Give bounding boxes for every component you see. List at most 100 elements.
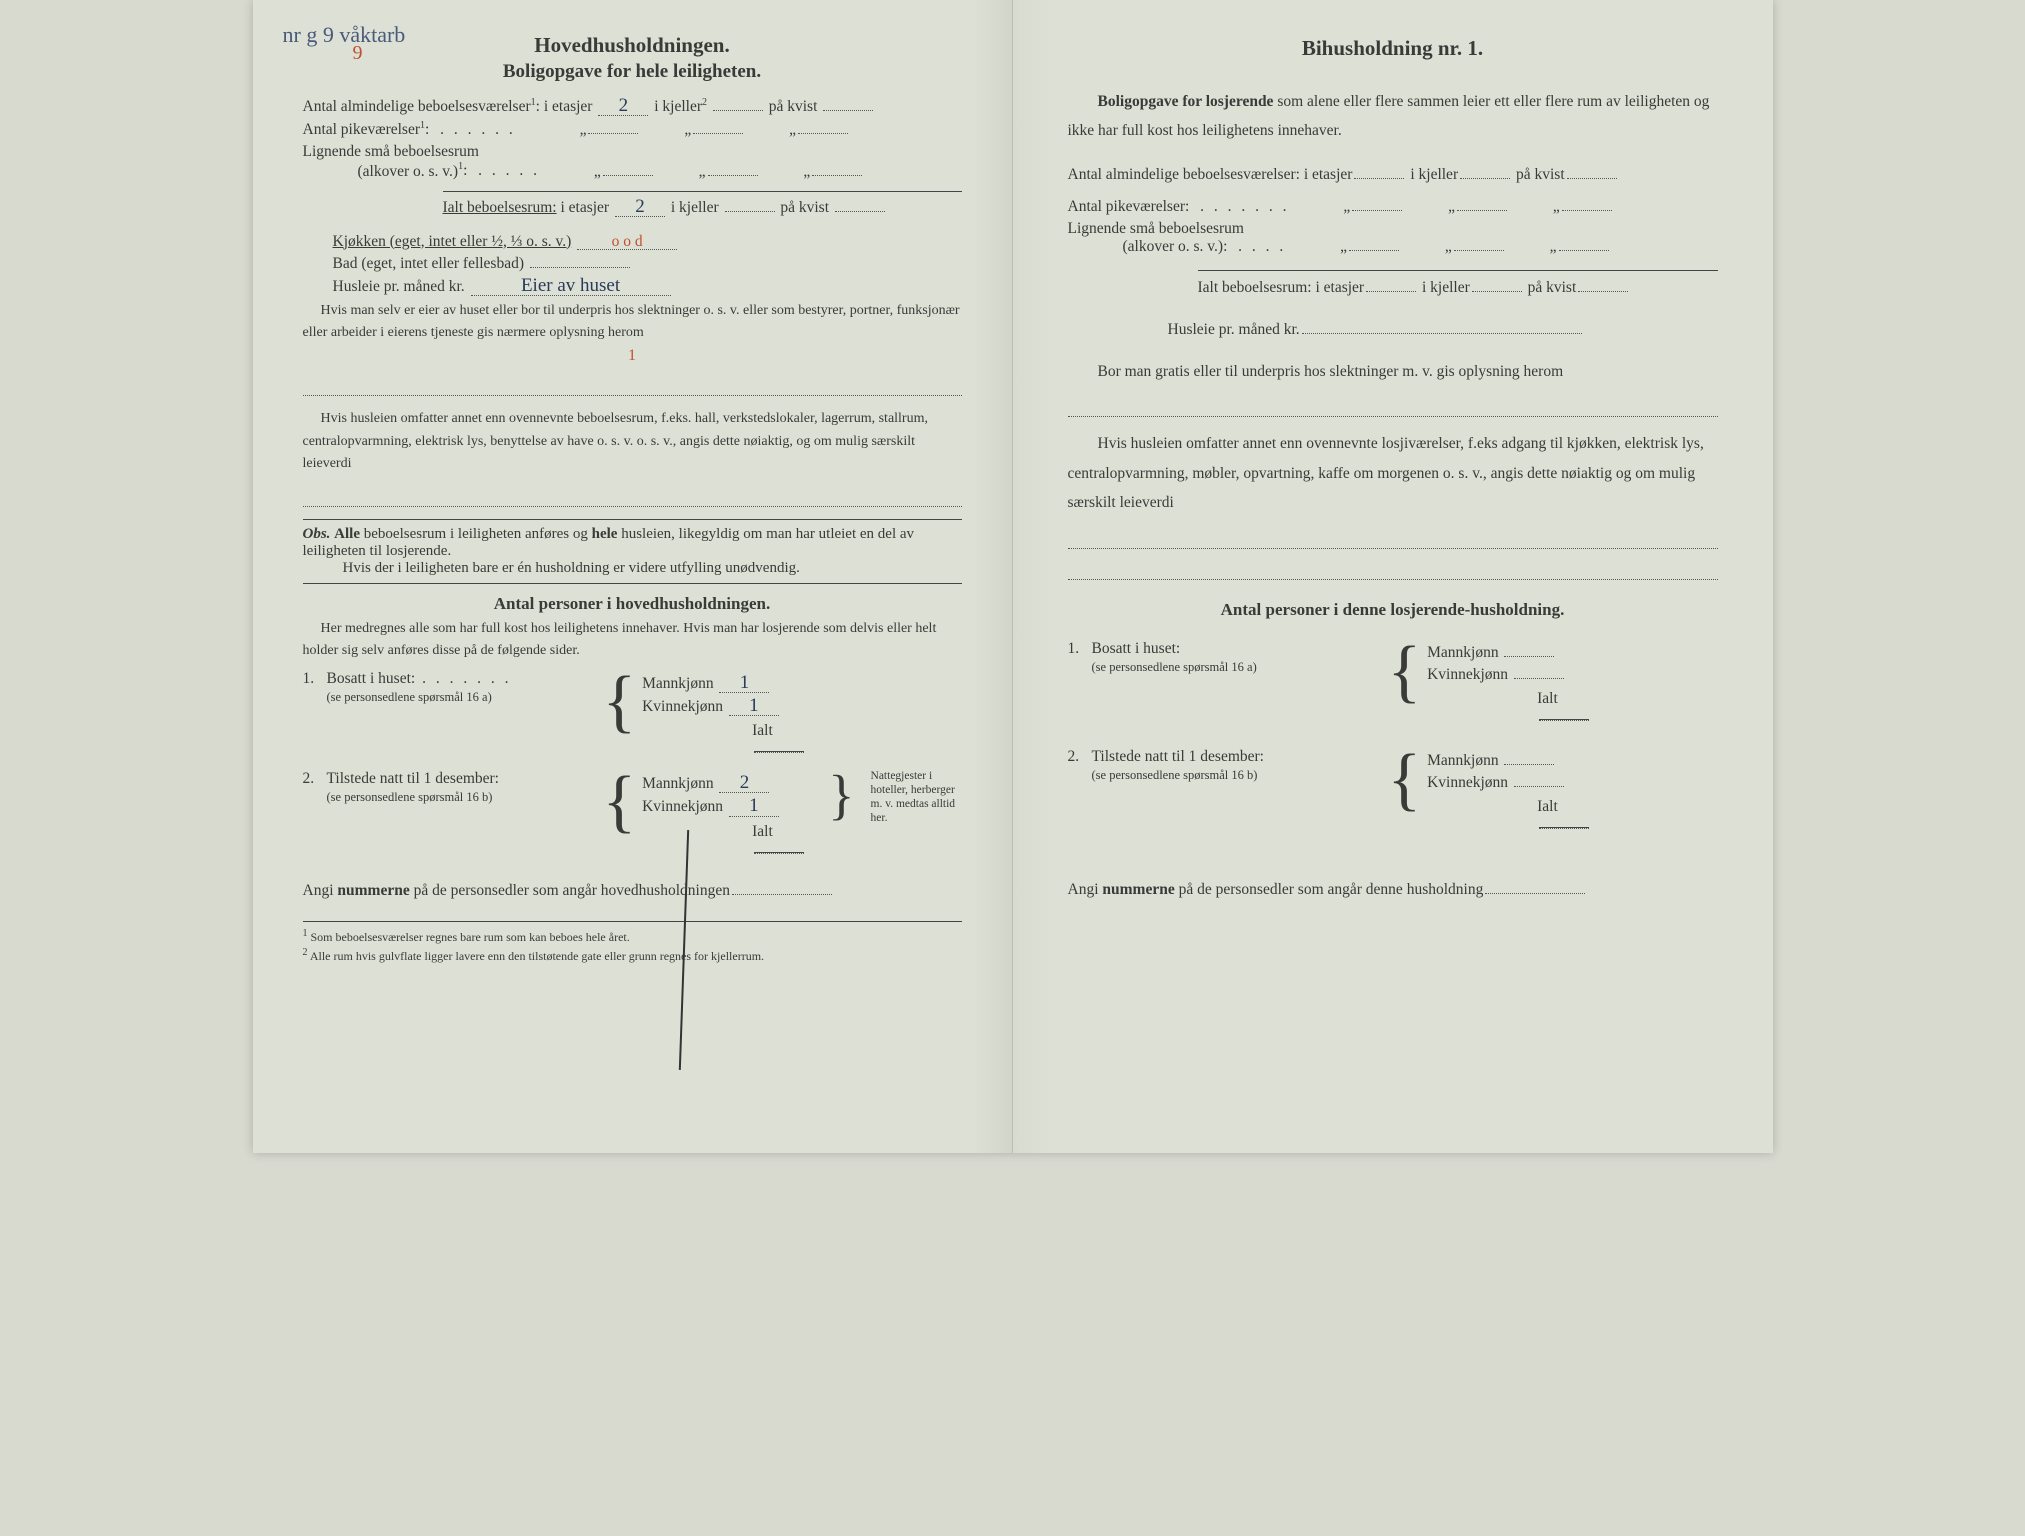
blank-line — [303, 377, 962, 396]
section-title-persons-r: Antal personer i denne losjerende-hushol… — [1068, 600, 1718, 620]
text: Hvis der i leiligheten bare er én hushol… — [343, 560, 800, 576]
label: i kjeller — [1422, 279, 1470, 296]
gender-block: Mannkjønn Kvinnekjønn Ialt — [1427, 640, 1607, 730]
etasjer-value: 2 — [598, 97, 648, 116]
angi-nummerne-r: Angi nummerne på de personsedler som ang… — [1068, 878, 1718, 903]
label: på kvist — [769, 98, 818, 115]
label: Ialt — [752, 722, 773, 739]
red-correction-nine: 9 — [353, 42, 363, 65]
text: beboelsesrum i leiligheten anføres og — [364, 526, 588, 542]
night-guests-note: Nattegjester i hoteller, herberger m. v.… — [871, 770, 962, 825]
rooms-line-1: Antal almindelige beboelsesværelser1: i … — [303, 97, 962, 116]
label: i kjeller — [1410, 166, 1458, 183]
person-row-1r: 1. Bosatt i huset: (se personsedlene spø… — [1068, 640, 1718, 730]
pikevaerelser-line-r: Antal pikeværelser: . . . . . . . „ „ „ — [1068, 198, 1718, 216]
person-row-1: 1. Bosatt i huset: . . . . . . . (se per… — [303, 670, 962, 762]
value — [725, 211, 775, 212]
label: Lignende små beboelsesrum — [303, 143, 479, 160]
bad-line: Bad (eget, intet eller fellesbad) — [333, 255, 962, 273]
label: Bad (eget, intet eller fellesbad) — [333, 255, 525, 272]
label: Kjøkken (eget, intet eller ½, ⅓ o. s. v.… — [333, 233, 572, 250]
kvinne-value: 1 — [729, 697, 779, 716]
blank-line — [1068, 561, 1718, 580]
paragraph-1: Hvis man selv er eier av huset eller bor… — [303, 300, 962, 345]
handwritten-annotation: nr g 9 våktarb — [283, 22, 406, 48]
row-label: Tilstede natt til 1 desember: (se person… — [1092, 748, 1382, 784]
blank-line — [303, 488, 962, 507]
row-label: Bosatt i huset: . . . . . . . (se person… — [327, 670, 597, 706]
blank-line — [1068, 398, 1718, 417]
bad-value — [530, 267, 630, 268]
label: i etasjer — [1304, 166, 1353, 183]
label: Mannkjønn — [642, 775, 713, 792]
label: Mannkjønn — [1427, 752, 1498, 769]
label: Antal pikeværelser: — [1068, 198, 1190, 215]
label: Antal almindelige beboelsesværelser: — [1068, 166, 1300, 183]
brace-icon: } — [828, 770, 854, 820]
label: Ialt beboelsesrum: — [1198, 279, 1312, 296]
label: i etasjer — [560, 199, 609, 216]
angi-nummerne: Angi nummerne på de personsedler som ang… — [303, 879, 962, 904]
value — [835, 211, 885, 212]
kvist-value — [823, 110, 873, 111]
label: Kvinnekjønn — [642, 798, 723, 815]
label: Husleie pr. måned kr. — [1168, 321, 1300, 338]
label: i etasjer — [1315, 279, 1364, 296]
row-label: Tilstede natt til 1 desember: (se person… — [327, 770, 597, 806]
ialt-rooms: Ialt beboelsesrum: i etasjer 2 i kjeller… — [443, 191, 962, 217]
right-title: Bihusholdning nr. 1. — [1068, 36, 1718, 61]
label: Kvinnekjønn — [1427, 666, 1508, 683]
label: Ialt — [1537, 690, 1558, 707]
red-mark-1: 1 — [303, 347, 962, 365]
kvinne-value: 1 — [729, 797, 779, 816]
obs-label: Obs. — [303, 526, 331, 542]
paragraph-1r: Bor man gratis eller til underpris hos s… — [1068, 357, 1718, 386]
label: Antal pikeværelser — [303, 121, 421, 138]
person-row-2r: 2. Tilstede natt til 1 desember: (se per… — [1068, 748, 1718, 838]
section-subtitle: Her medregnes alle som har full kost hos… — [303, 618, 962, 663]
label: Husleie pr. måned kr. — [333, 278, 465, 295]
alkover-line-r: Lignende små beboelsesrum (alkover o. s.… — [1068, 220, 1718, 256]
person-row-2: 2. Tilstede natt til 1 desember: (se per… — [303, 770, 962, 862]
label: Mannkjønn — [642, 675, 713, 692]
label: i kjeller — [654, 98, 702, 115]
intro-paragraph: Boligopgave for losjerende som alene ell… — [1068, 87, 1718, 146]
text: Boligopgave for losjerende — [1098, 93, 1274, 110]
section-title-persons: Antal personer i hovedhusholdningen. — [303, 594, 962, 614]
husleie-value: Eier av huset — [471, 277, 671, 296]
kjeller-value — [713, 110, 763, 111]
label: Ialt — [1537, 798, 1558, 815]
label: i kjeller — [671, 199, 719, 216]
obs-block: Obs. Alle beboelsesrum i leiligheten anf… — [303, 519, 962, 584]
label: på kvist — [1528, 279, 1577, 296]
husleie-line: Husleie pr. måned kr. Eier av huset — [333, 277, 962, 296]
row-number: 1. — [303, 670, 327, 688]
footnote-2: 2 Alle rum hvis gulvflate ligger lavere … — [303, 947, 962, 964]
label: Ialt beboelsesrum: — [443, 199, 557, 216]
label: Kvinnekjønn — [1427, 774, 1508, 791]
footnote-1: 1 Som beboelsesværelser regnes bare rum … — [303, 928, 962, 945]
label: Kvinnekjønn — [642, 698, 723, 715]
label: (alkover o. s. v.): — [1123, 238, 1228, 255]
ialt-rooms-r: Ialt beboelsesrum: i etasjer i kjeller p… — [1198, 270, 1718, 297]
label: på kvist — [780, 199, 829, 216]
row-label: Bosatt i huset: (se personsedlene spørsm… — [1092, 640, 1382, 676]
row-number: 2. — [303, 770, 327, 788]
blank-line — [1068, 530, 1718, 549]
gender-block: Mannkjønn 1 Kvinnekjønn 1 Ialt — [642, 670, 822, 762]
brace-icon: { — [1388, 640, 1422, 703]
mann-value: 2 — [719, 774, 769, 793]
right-page: Bihusholdning nr. 1. Boligopgave for los… — [1013, 0, 1773, 1153]
row-number: 2. — [1068, 748, 1092, 766]
subtitle: Boligopgave for hele leiligheten. — [303, 61, 962, 83]
gender-block: Mannkjønn 2 Kvinnekjønn 1 Ialt — [642, 770, 822, 862]
text: hele — [592, 526, 618, 542]
ialt-etasjer-value: 2 — [615, 198, 665, 217]
rooms-line-1r: Antal almindelige beboelsesværelser: i e… — [1068, 166, 1718, 184]
label: Mannkjønn — [1427, 644, 1498, 661]
pikevaerelser-line: Antal pikeværelser1: . . . . . . „ „ „ — [303, 120, 962, 139]
alkover-line: Lignende små beboelsesrum (alkover o. s.… — [303, 143, 962, 180]
brace-icon: { — [603, 770, 637, 833]
document-spread: nr g 9 våktarb 9 Hovedhusholdningen. Bol… — [253, 0, 1773, 1153]
left-page: nr g 9 våktarb 9 Hovedhusholdningen. Bol… — [253, 0, 1013, 1153]
